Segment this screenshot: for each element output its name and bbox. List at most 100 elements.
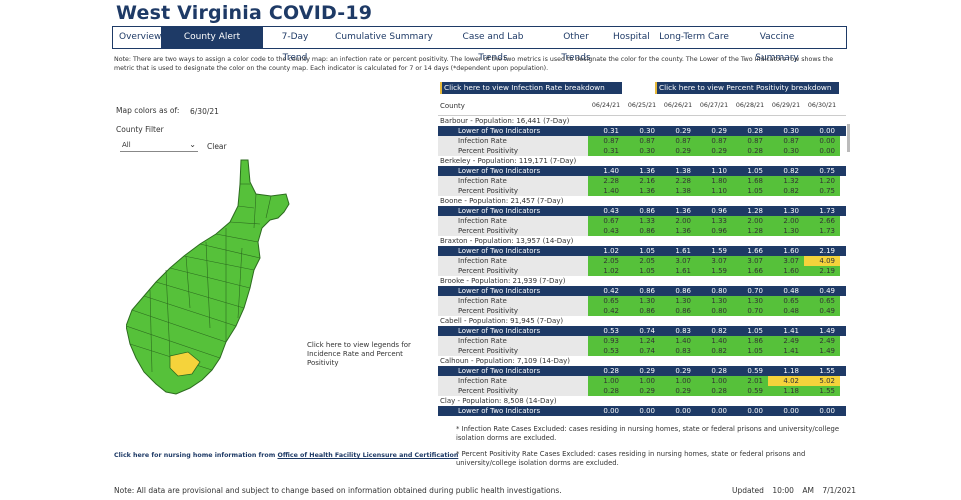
row-label: Percent Positivity (438, 306, 588, 316)
value-cell: 1.20 (804, 176, 840, 186)
county-name[interactable]: Brooke - Population: 21,939 (7-Day) (438, 276, 846, 286)
tab-overview[interactable]: Overview (119, 32, 162, 42)
value-cell: 0.65 (804, 296, 840, 306)
footnote-infection: * Infection Rate Cases Excluded: cases r… (456, 425, 839, 442)
tab-hospital[interactable]: Hospital (613, 32, 650, 42)
row-label: Lower of Two Indicators (458, 167, 541, 175)
table-header: County 06/24/21 06/25/21 06/26/21 06/27/21 06… (438, 96, 846, 116)
tab-long-term-care[interactable]: Long-Term Care (659, 32, 729, 42)
row-label: Lower of Two Indicators (458, 247, 541, 255)
value-cell: 2.16 (624, 176, 660, 186)
value-cell: 0.96 (696, 226, 732, 236)
row-label: Percent Positivity (438, 346, 588, 356)
value-cell: 1.66 (747, 247, 763, 255)
value-cell: 3.07 (696, 256, 732, 266)
table-row-sub: Percent Positivity 1.02 1.05 1.61 1.59 1.66 1.… (438, 266, 846, 276)
county-name[interactable]: Calhoun - Population: 7,109 (14-Day) (438, 356, 846, 366)
county-data-table: County 06/24/21 06/25/21 06/26/21 06/27/21 06… (438, 96, 846, 416)
date-column-header[interactable]: 06/27/21 (699, 102, 729, 109)
date-column-header[interactable]: 06/30/21 (807, 102, 837, 109)
value-cell: 0.82 (783, 167, 799, 175)
tab-county-alert-system[interactable]: County Alert System (161, 27, 263, 63)
county-group: Berkeley - Population: 119,171 (7-Day) Lo… (438, 156, 846, 196)
value-cell: 0.83 (675, 327, 691, 335)
county-name[interactable]: Cabell - Population: 91,945 (7-Day) (438, 316, 846, 326)
nursing-home-link[interactable]: Office of Health Facility Licensure and … (277, 452, 459, 459)
value-cell: 0.48 (783, 287, 799, 295)
date-column-header[interactable]: 06/24/21 (591, 102, 621, 109)
value-cell: 0.86 (639, 287, 655, 295)
value-cell: 1.28 (732, 226, 768, 236)
tab-vaccine-summary[interactable]: Vaccine Summary (755, 32, 799, 63)
percent-positivity-breakdown-button[interactable]: Click here to view Percent Positivity br… (655, 82, 839, 94)
tab-cumulative-summary[interactable]: Cumulative Summary (335, 32, 433, 42)
value-cell: 1.02 (603, 247, 619, 255)
value-cell: 1.28 (747, 207, 763, 215)
table-row-lower: Lower of Two Indicators 1.02 1.05 1.61 1.59 1… (438, 246, 846, 256)
table-row-sub: Infection Rate 0.87 0.87 0.87 0.87 0.87 0.87 0.… (438, 136, 846, 146)
date-column-header[interactable]: 06/28/21 (735, 102, 765, 109)
value-cell: 0.93 (588, 336, 624, 346)
county-name[interactable]: Braxton - Population: 13,957 (14-Day) (438, 236, 846, 246)
value-cell: 1.30 (624, 296, 660, 306)
table-row-sub: Percent Positivity 0.43 0.86 1.36 0.96 1.28 1.… (438, 226, 846, 236)
value-cell: 1.30 (660, 296, 696, 306)
value-cell: 0.43 (588, 226, 624, 236)
value-cell: 1.10 (711, 167, 727, 175)
date-column-header[interactable]: 06/26/21 (663, 102, 693, 109)
value-cell: 1.05 (732, 346, 768, 356)
value-cell: 1.33 (696, 216, 732, 226)
date-column-header[interactable]: 06/29/21 (771, 102, 801, 109)
value-cell: 0.43 (603, 207, 619, 215)
value-cell: 1.60 (783, 247, 799, 255)
value-cell: 1.32 (768, 176, 804, 186)
value-cell: 1.61 (660, 266, 696, 276)
date-column-header[interactable]: 06/25/21 (627, 102, 657, 109)
value-cell: 1.38 (660, 186, 696, 196)
tab-other-trends[interactable]: Other Trends (561, 32, 591, 63)
value-cell: 0.30 (783, 127, 799, 135)
county-name[interactable]: Barbour - Population: 16,441 (7-Day) (438, 116, 846, 126)
value-cell: 0.00 (819, 407, 835, 415)
table-scrollbar[interactable] (846, 116, 851, 414)
value-cell: 0.31 (588, 146, 624, 156)
scrollbar-thumb[interactable] (847, 124, 850, 152)
map-colors-label: Map colors as of: (116, 106, 180, 115)
value-cell: 0.75 (804, 186, 840, 196)
value-cell: 1.66 (732, 266, 768, 276)
row-label: Percent Positivity (438, 186, 588, 196)
value-cell: 0.00 (783, 407, 799, 415)
county-name[interactable]: Boone - Population: 21,457 (7-Day) (438, 196, 846, 206)
value-cell: 1.02 (588, 266, 624, 276)
value-cell: 1.00 (588, 376, 624, 386)
table-row-lower: Lower of Two Indicators 0.28 0.29 0.29 0.28 0… (438, 366, 846, 376)
row-label: Infection Rate (438, 216, 588, 226)
value-cell: 1.30 (696, 296, 732, 306)
county-name[interactable]: Berkeley - Population: 119,171 (7-Day) (438, 156, 846, 166)
county-filter-dropdown[interactable]: All ⌄ (120, 139, 198, 152)
county-column-header[interactable]: County (440, 101, 465, 110)
value-cell: 1.36 (675, 207, 691, 215)
value-cell: 1.05 (747, 327, 763, 335)
value-cell: 2.49 (804, 336, 840, 346)
clear-filter-button[interactable]: Clear (207, 142, 227, 151)
value-cell: 0.86 (660, 306, 696, 316)
value-cell: 3.07 (768, 256, 804, 266)
infection-rate-breakdown-button[interactable]: Click here to view Infection Rate breakd… (440, 82, 622, 94)
table-row-sub: Percent Positivity 0.28 0.29 0.29 0.28 0.59 1.… (438, 386, 846, 396)
county-map[interactable] (125, 158, 296, 398)
county-group: Boone - Population: 21,457 (7-Day) Lower … (438, 196, 846, 236)
tab-7-day-trend[interactable]: 7-Day Trend (281, 32, 309, 63)
value-cell: 0.86 (639, 207, 655, 215)
value-cell: 2.66 (804, 216, 840, 226)
row-label: Infection Rate (438, 256, 588, 266)
value-cell: 0.82 (768, 186, 804, 196)
county-name[interactable]: Clay - Population: 8,508 (14-Day) (438, 396, 846, 406)
tab-case-and-lab-trends[interactable]: Case and Lab Trends (462, 32, 524, 63)
value-cell: 0.87 (624, 136, 660, 146)
legend-link[interactable]: Click here to view legends for Incidence… (307, 341, 411, 367)
value-cell: 0.30 (639, 127, 655, 135)
value-cell: 1.68 (732, 176, 768, 186)
value-cell: 0.53 (588, 346, 624, 356)
row-label: Infection Rate (438, 376, 588, 386)
